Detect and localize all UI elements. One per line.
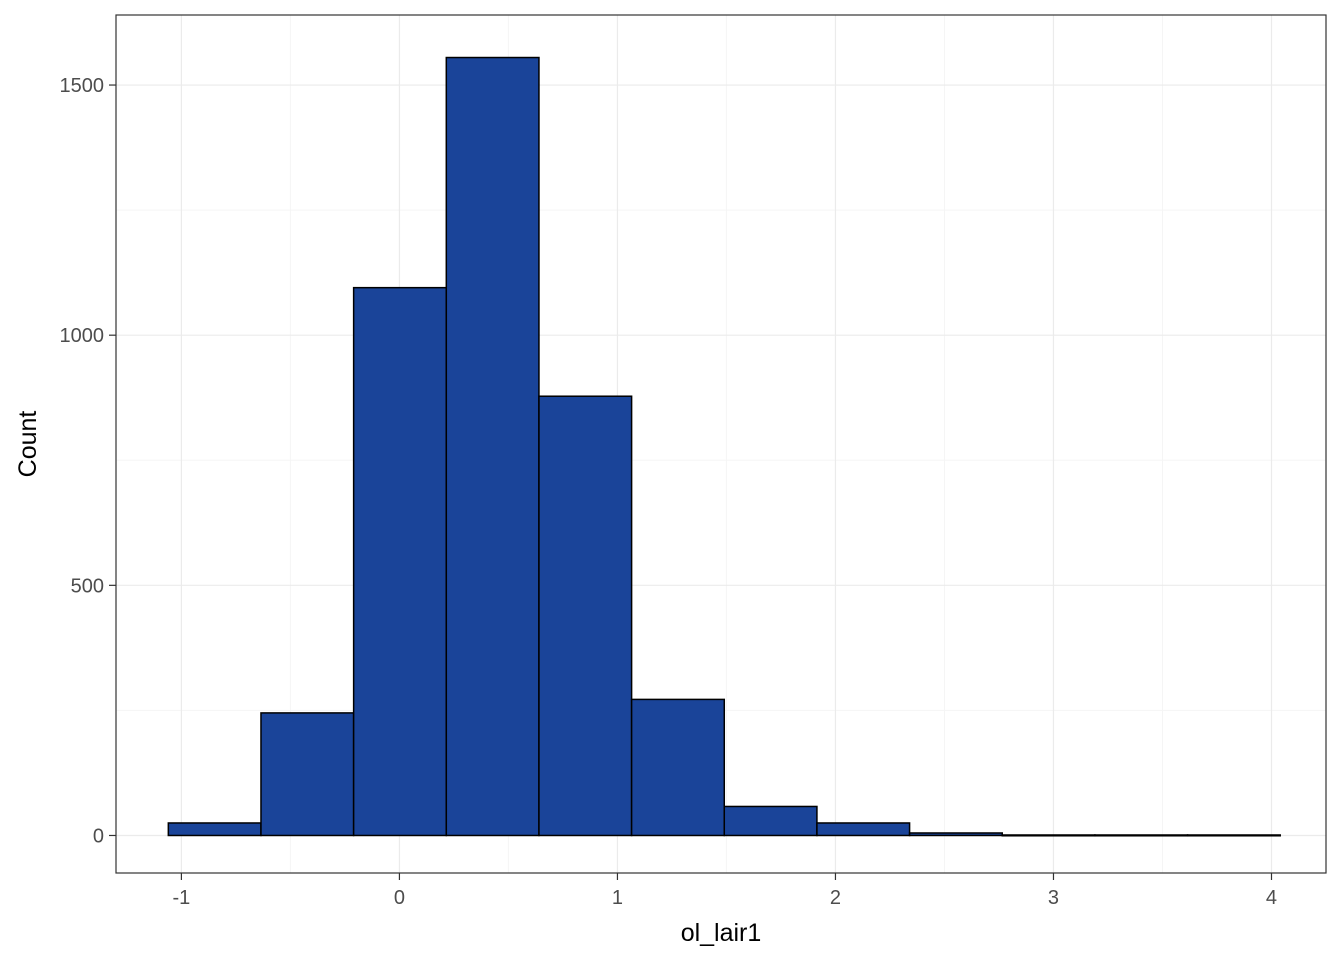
- histogram-bar: [260, 712, 355, 837]
- x-tick-label: 1: [612, 887, 623, 909]
- x-tick-label: 4: [1266, 887, 1277, 909]
- y-axis-title: Count: [14, 411, 42, 478]
- x-tick-label: -1: [173, 887, 191, 909]
- histogram-bar: [723, 805, 818, 837]
- histogram-bar: [167, 822, 262, 837]
- panel-border: [115, 14, 1327, 874]
- histogram-bar: [908, 832, 1003, 837]
- histogram-bar: [630, 698, 726, 837]
- histogram-bar: [445, 56, 540, 837]
- histogram-bar: [1094, 834, 1189, 837]
- histogram-bar: [1001, 834, 1096, 837]
- y-tick-label: 0: [93, 825, 104, 847]
- x-tick-label: 3: [1048, 887, 1059, 909]
- x-axis: -1 0 1 2 3 4: [173, 873, 1277, 909]
- histogram-bar: [1186, 834, 1281, 837]
- y-axis: 0 500 1000 1500: [60, 75, 116, 847]
- histogram-bar: [352, 286, 448, 837]
- x-tick-label: 0: [394, 887, 405, 909]
- x-tick-label: 2: [830, 887, 841, 909]
- y-tick-label: 1500: [60, 75, 105, 97]
- x-axis-title: ol_lair1: [681, 919, 762, 947]
- histogram-bar: [816, 822, 911, 837]
- histogram-bar: [538, 395, 633, 837]
- histogram-bars: [167, 56, 1281, 837]
- y-tick-label: 500: [71, 575, 104, 597]
- y-tick-label: 1000: [60, 325, 105, 347]
